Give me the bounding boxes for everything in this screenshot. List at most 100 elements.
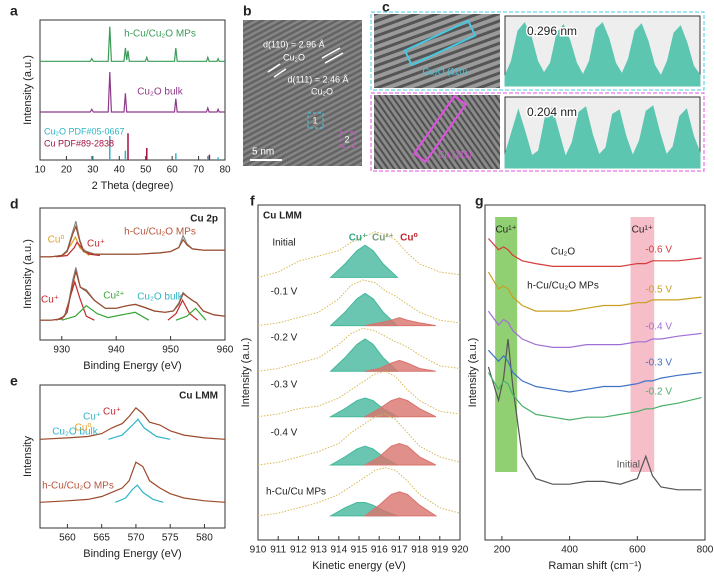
- x-tick-label: 200: [494, 545, 511, 556]
- series-line: [40, 224, 225, 258]
- annotation: Cu LMM: [263, 211, 302, 222]
- region-box: [412, 94, 468, 164]
- series-line: [257, 467, 461, 517]
- series-line: [39, 407, 226, 440]
- x-tick-label: 10: [34, 165, 46, 176]
- annotation: Cu⁺: [87, 239, 105, 250]
- fringe-marker: [321, 47, 341, 59]
- chart-5: f 910 911 912 913 914 915 916 917 918 919 920 Kineti…: [240, 193, 469, 572]
- x-tick-label: 918: [411, 545, 428, 556]
- region-label: Cu (111): [438, 149, 472, 159]
- x-tick-label: 580: [196, 533, 213, 544]
- annotation: Cu₂O bulk: [52, 427, 99, 438]
- series-line: [40, 71, 225, 113]
- panel-letter: a: [10, 3, 18, 19]
- x-tick-label: 60: [167, 165, 179, 176]
- annotation: Cu₂O: [551, 247, 576, 258]
- annotation: -0.3 V: [271, 380, 298, 391]
- series-line: [487, 372, 702, 421]
- y-axis-title: Intensity: [22, 436, 34, 477]
- series-area: [329, 244, 399, 278]
- series-line: [257, 279, 461, 327]
- tem-shade: [243, 20, 362, 166]
- y-axis-title: Intensity (a.u.): [467, 338, 479, 408]
- x-tick-label: 940: [108, 345, 125, 356]
- x-tick-label: 917: [391, 545, 408, 556]
- band-label: Cu¹⁺: [632, 225, 653, 236]
- tem-label: d(111) = 2.46 Å: [288, 74, 349, 84]
- annotation: Cu 2p: [190, 214, 218, 225]
- series-line: [115, 484, 164, 503]
- panel-frame: [370, 92, 705, 172]
- panel-letter: c: [382, 0, 390, 15]
- x-tick-label: 950: [162, 345, 179, 356]
- x-axis-title: 2 Theta (degree): [92, 180, 174, 192]
- annotation: Cu⁰: [48, 235, 65, 246]
- annotation: Cu²⁺: [103, 291, 124, 302]
- x-tick-label: 20: [61, 165, 73, 176]
- series-label: -0.4 V: [645, 322, 672, 333]
- annotation: Cu⁺: [41, 295, 59, 306]
- series-line: [257, 413, 461, 466]
- fringe-marker: [324, 52, 344, 64]
- x-tick-label: 400: [561, 545, 578, 556]
- panel-letter: d: [10, 196, 19, 212]
- series-line: [56, 241, 100, 258]
- series-line: [257, 370, 461, 418]
- annotation: Cu LMM: [179, 391, 218, 402]
- x-tick-label: 960: [217, 345, 234, 356]
- x-tick-label: 915: [351, 545, 368, 556]
- x-tick-label: 912: [290, 545, 307, 556]
- annotation: h-Cu/Cu MPs: [266, 487, 326, 498]
- series-label: -0.2 V: [645, 387, 672, 398]
- series-line: [39, 461, 226, 503]
- x-axis-title: Binding Energy (eV): [83, 360, 181, 372]
- fringe-marker: [267, 63, 281, 73]
- y-axis-title: Intensity (a.u.): [240, 338, 252, 408]
- annotation: Cu⁺: [83, 412, 101, 423]
- panel-letter: b: [243, 3, 252, 19]
- x-tick-label: 914: [330, 545, 347, 556]
- x-tick-label: 70: [193, 165, 205, 176]
- x-tick-label: 911: [270, 545, 286, 556]
- series-area: [363, 491, 438, 517]
- x-tick-label: 30: [87, 165, 99, 176]
- annotation: Cu⁺: [103, 407, 121, 418]
- x-tick-label: 570: [128, 533, 145, 544]
- x-axis-title: Kinetic energy (eV): [312, 560, 406, 572]
- series-label: -0.6 V: [645, 245, 672, 256]
- series-area: [504, 22, 701, 87]
- series-label: h-Cu/Cu₂O MPs: [124, 29, 196, 40]
- series-label: Cu₂O bulk: [137, 87, 184, 98]
- annotation: h-Cu/Cu₂O MPs: [124, 227, 196, 238]
- x-tick-label: 930: [53, 345, 70, 356]
- y-axis-title: Intensity (a.u.): [22, 239, 34, 309]
- annotation: Cu²⁺: [372, 233, 394, 244]
- x-tick-label: 920: [452, 545, 469, 556]
- plot-frame: [39, 19, 226, 161]
- series-line: [487, 338, 702, 491]
- tem-label: Cu₂O: [311, 86, 333, 96]
- chart-6: g 200 400 600 800 Raman shift (cm⁻¹) Intensity…: [467, 193, 714, 572]
- y-axis-title: Intensity (a.u.): [22, 55, 34, 125]
- x-tick-label: 80: [219, 165, 231, 176]
- region-box: [403, 19, 477, 67]
- x-tick-label: 565: [93, 533, 110, 544]
- annotation: 0.204 nm: [527, 105, 577, 119]
- series-label: Cu PDF#89-2838: [44, 138, 114, 148]
- fringe-marker: [273, 68, 287, 78]
- x-axis-title: Raman shift (cm⁻¹): [548, 560, 641, 572]
- tem-image: [374, 95, 500, 169]
- series-line: [487, 349, 702, 393]
- panel-letter: e: [10, 373, 18, 389]
- series-label: -0.3 V: [645, 358, 672, 369]
- annotation: -0.1 V: [271, 287, 298, 298]
- series-area: [363, 442, 437, 466]
- tem-image: [374, 14, 500, 88]
- series-label: Cu₂O PDF#05-0667: [44, 126, 125, 136]
- series-line: [61, 304, 207, 321]
- x-tick-label: 800: [697, 545, 714, 556]
- series-line: [40, 26, 225, 62]
- series-line: [108, 418, 171, 440]
- series-line: [257, 231, 461, 278]
